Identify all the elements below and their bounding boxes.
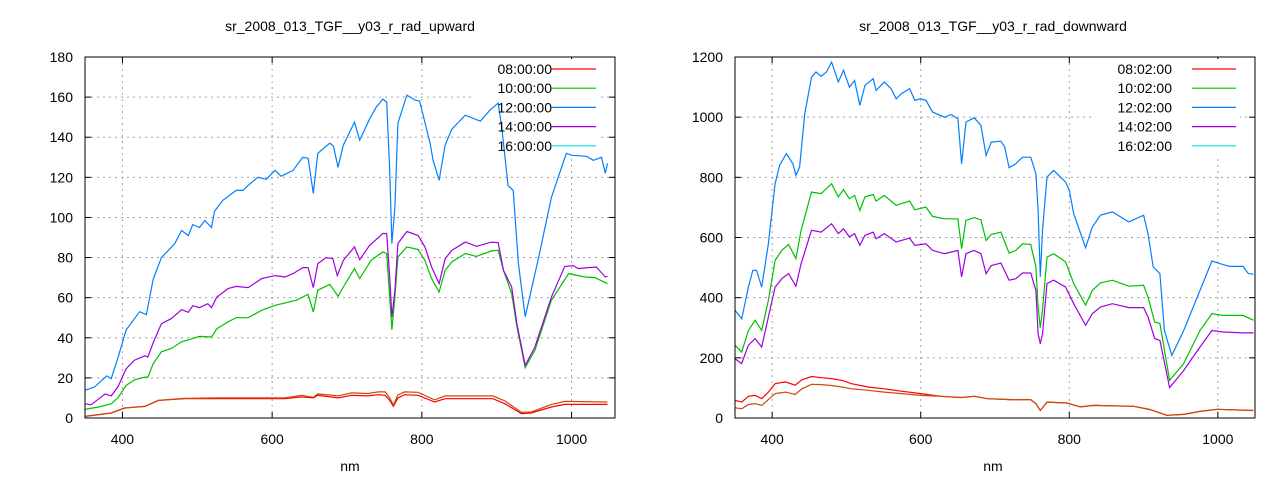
x-axis-label: nm bbox=[983, 458, 1002, 474]
series-line-140000 bbox=[84, 230, 608, 406]
series-line-100000 bbox=[84, 246, 608, 410]
y-tick-label: 20 bbox=[57, 370, 73, 386]
x-tick-label: 600 bbox=[909, 431, 933, 447]
x-tick-label: 1000 bbox=[1202, 431, 1233, 447]
legend-label: 10:02:00 bbox=[1118, 80, 1173, 96]
legend-label: 08:00:00 bbox=[498, 61, 553, 77]
x-tick-label: 400 bbox=[111, 431, 135, 447]
series-line-160000 bbox=[84, 391, 608, 417]
legend-label: 12:00:00 bbox=[498, 99, 553, 115]
y-tick-label: 100 bbox=[50, 209, 74, 225]
series-line-120200 bbox=[734, 60, 1254, 358]
legend-label: 12:02:00 bbox=[1118, 99, 1173, 115]
y-tick-label: 1000 bbox=[692, 109, 723, 125]
y-tick-label: 600 bbox=[700, 230, 724, 246]
series-line-160200 bbox=[734, 383, 1254, 416]
legend-label: 10:00:00 bbox=[498, 80, 553, 96]
y-tick-label: 120 bbox=[50, 169, 74, 185]
chart-downward: sr_2008_013_TGF__y03_r_rad_downward nm 0… bbox=[692, 18, 1256, 474]
x-tick-label: 1000 bbox=[556, 431, 587, 447]
series-line-080000 bbox=[84, 394, 608, 417]
y-tick-label: 60 bbox=[57, 290, 73, 306]
plot-frame bbox=[734, 56, 1256, 419]
x-tick-label: 600 bbox=[260, 431, 284, 447]
series-line-100200 bbox=[734, 182, 1254, 382]
y-tick-label: 200 bbox=[700, 350, 724, 366]
legend-label: 14:00:00 bbox=[498, 119, 553, 135]
y-tick-label: 0 bbox=[715, 410, 723, 426]
x-tick-label: 400 bbox=[760, 431, 784, 447]
y-tick-label: 40 bbox=[57, 330, 73, 346]
legend-background bbox=[472, 59, 600, 159]
legend-label: 16:00:00 bbox=[498, 138, 553, 154]
legend-label: 08:02:00 bbox=[1118, 61, 1173, 77]
y-tick-label: 0 bbox=[65, 410, 73, 426]
y-tick-label: 1200 bbox=[692, 49, 723, 65]
plot-frame bbox=[84, 56, 616, 419]
legend-label: 14:02:00 bbox=[1118, 119, 1173, 135]
chart-upward: sr_2008_013_TGF__y03_r_rad_upward nm 0 20… bbox=[50, 18, 616, 474]
y-tick-label: 180 bbox=[50, 49, 74, 65]
series-line-080200 bbox=[734, 375, 1254, 416]
y-tick-label: 400 bbox=[700, 290, 724, 306]
x-tick-label: 800 bbox=[410, 431, 434, 447]
series-line-140200 bbox=[734, 222, 1254, 389]
y-tick-label: 800 bbox=[700, 169, 724, 185]
series-line-120000 bbox=[84, 94, 609, 391]
x-tick-label: 800 bbox=[1058, 431, 1082, 447]
legend-label: 16:02:00 bbox=[1118, 138, 1173, 154]
legend-background bbox=[1092, 59, 1240, 159]
y-tick-label: 80 bbox=[57, 250, 73, 266]
chart-title: sr_2008_013_TGF__y03_r_rad_upward bbox=[225, 18, 475, 34]
y-tick-label: 160 bbox=[50, 89, 74, 105]
x-axis-label: nm bbox=[340, 458, 359, 474]
y-tick-label: 140 bbox=[50, 129, 74, 145]
chart-title: sr_2008_013_TGF__y03_r_rad_downward bbox=[859, 18, 1127, 34]
